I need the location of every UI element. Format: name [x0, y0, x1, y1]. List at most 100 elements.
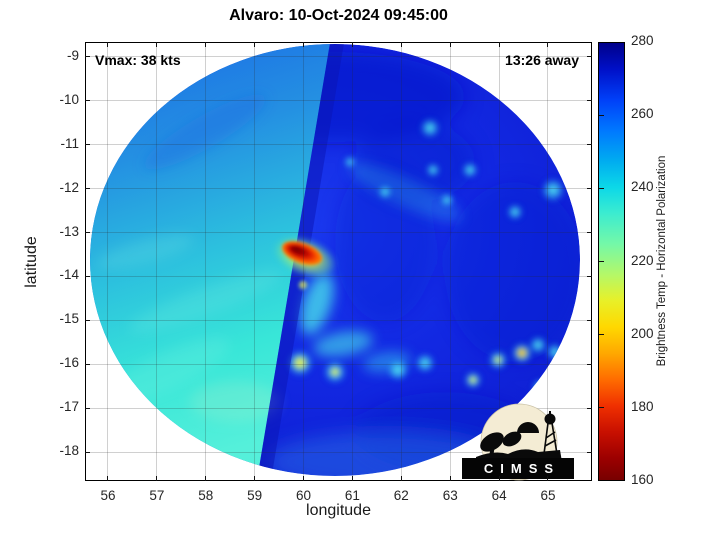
x-tick-mark: [351, 476, 353, 481]
x-tick-label: 64: [491, 488, 507, 503]
x-gridline: [107, 42, 109, 481]
y-tick-mark: [85, 56, 90, 58]
y-tick-mark: [587, 363, 592, 365]
y-tick-mark: [85, 319, 90, 321]
x-tick-mark: [547, 42, 549, 47]
x-tick-mark: [547, 476, 549, 481]
x-tick-mark: [107, 476, 109, 481]
colorbar-tick-label: 160: [631, 472, 654, 487]
vmax-annotation: Vmax: 38 kts: [95, 52, 181, 68]
y-tick-mark: [587, 188, 592, 190]
plot-area: Vmax: 38 kts 13:26 away CIMSS: [85, 42, 592, 481]
y-gridline: [85, 144, 592, 146]
y-gridline: [85, 319, 592, 321]
y-tick-mark: [85, 144, 90, 146]
colorbar-tick-label: 200: [631, 325, 654, 341]
y-tick-label: -17: [59, 399, 79, 415]
x-tick-mark: [449, 476, 451, 481]
x-tick-mark: [400, 42, 402, 47]
colorbar-tick-label: 260: [631, 106, 654, 122]
x-tick-label: 62: [393, 488, 409, 503]
y-gridline: [85, 188, 592, 190]
x-tick-mark: [498, 42, 500, 47]
y-tick-label: -10: [59, 91, 79, 107]
colorbar-tick-label: 240: [631, 179, 654, 195]
x-gridline: [498, 42, 500, 481]
y-tick-label: -11: [60, 135, 79, 151]
colorbar-tick-label: 220: [631, 252, 654, 268]
x-tick-label: 57: [149, 488, 165, 503]
y-tick-mark: [85, 451, 90, 453]
colorbar-tick-mark: [599, 261, 604, 262]
y-tick-label: -15: [59, 311, 79, 327]
y-gridline: [85, 275, 592, 277]
colorbar-tick-mark: [599, 114, 604, 116]
time-away-annotation: 13:26 away: [505, 52, 579, 68]
y-gridline: [85, 100, 592, 102]
colorbar-tick-label: 280: [631, 33, 654, 48]
y-gridline: [85, 232, 592, 234]
x-tick-mark: [303, 476, 305, 481]
y-tick-mark: [85, 407, 90, 409]
x-tick-label: 65: [540, 488, 556, 503]
x-gridline: [205, 42, 207, 481]
x-gridline: [400, 42, 402, 481]
x-gridline: [449, 42, 451, 481]
y-tick-label: -16: [59, 355, 79, 371]
y-tick-mark: [587, 56, 592, 58]
x-tick-label: 61: [344, 488, 360, 503]
x-tick-label: 58: [198, 488, 214, 503]
y-gridline: [85, 363, 592, 365]
cimss-logo-tower: [543, 422, 558, 455]
y-tick-mark: [85, 232, 90, 234]
y-tick-mark: [587, 451, 592, 453]
x-tick-mark: [107, 42, 109, 47]
y-tick-mark: [587, 144, 592, 146]
y-tick-mark: [85, 363, 90, 365]
y-tick-mark: [587, 100, 592, 102]
y-gridline: [85, 407, 592, 409]
y-tick-mark: [587, 407, 592, 409]
colorbar-tick-label: 180: [631, 398, 654, 414]
x-gridline: [254, 42, 256, 481]
y-gridline: [85, 56, 592, 58]
plot-title: Alvaro: 10-Oct-2024 09:45:00: [229, 7, 448, 24]
cimss-logo: CIMSS: [462, 403, 574, 481]
y-tick-label: -12: [59, 179, 79, 195]
cimss-logo-text: CIMSS: [484, 461, 560, 476]
y-tick-mark: [587, 319, 592, 321]
x-gridline: [156, 42, 158, 481]
x-tick-mark: [156, 476, 158, 481]
colorbar-tick-mark: [599, 407, 604, 409]
y-tick-mark: [587, 232, 592, 234]
x-gridline: [351, 42, 353, 481]
y-tick-label: -14: [59, 267, 79, 283]
cimss-logo-banner: [462, 458, 574, 479]
y-tick-mark: [587, 275, 592, 277]
y-gridline: [85, 451, 592, 453]
colorbar-tick-mark: [599, 334, 604, 336]
x-tick-mark: [156, 42, 158, 47]
x-axis-label: longitude: [306, 502, 371, 519]
x-tick-mark: [205, 476, 207, 481]
x-gridline: [547, 42, 549, 481]
x-tick-label: 56: [100, 488, 116, 503]
x-gridline: [303, 42, 305, 481]
y-tick-mark: [85, 275, 90, 277]
x-tick-mark: [400, 476, 402, 481]
y-tick-mark: [85, 188, 90, 190]
x-tick-label: 63: [442, 488, 458, 503]
y-tick-mark: [85, 100, 90, 102]
y-tick-label: -9: [66, 47, 79, 63]
x-tick-mark: [351, 42, 353, 47]
x-tick-mark: [254, 42, 256, 47]
x-tick-mark: [303, 42, 305, 47]
colorbar-tick-mark: [599, 187, 604, 189]
x-tick-mark: [498, 476, 500, 481]
x-tick-label: 59: [247, 488, 263, 503]
x-tick-label: 60: [296, 488, 312, 503]
x-tick-mark: [254, 476, 256, 481]
x-tick-mark: [205, 42, 207, 47]
y-tick-label: -13: [59, 223, 79, 239]
x-tick-mark: [449, 42, 451, 47]
